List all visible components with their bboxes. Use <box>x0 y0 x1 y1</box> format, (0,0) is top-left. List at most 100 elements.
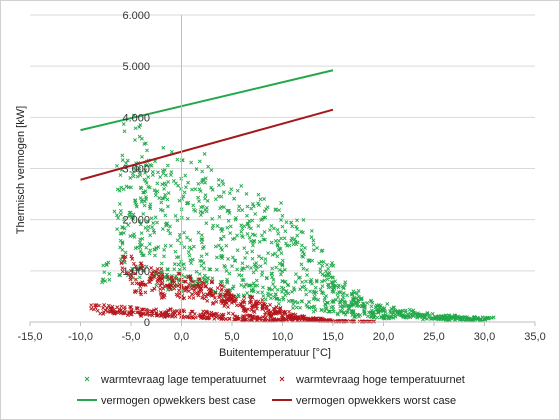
data-point <box>133 126 138 131</box>
data-point <box>214 255 219 260</box>
data-point <box>336 295 340 299</box>
series-line <box>80 69 334 132</box>
legend-x-marker <box>84 376 90 382</box>
data-point <box>320 290 324 295</box>
data-point <box>294 272 298 277</box>
data-point <box>293 280 298 284</box>
data-point <box>210 187 215 192</box>
data-point <box>277 297 282 302</box>
data-point <box>140 242 144 247</box>
data-point <box>233 217 238 222</box>
data-point <box>182 190 187 195</box>
data-point <box>202 277 207 281</box>
data-point <box>173 314 178 319</box>
data-point <box>245 250 249 255</box>
data-point <box>251 270 256 275</box>
data-point <box>379 315 383 319</box>
data-point <box>150 288 154 293</box>
data-point <box>143 141 148 146</box>
data-point <box>421 317 425 322</box>
data-point <box>221 182 226 187</box>
data-point <box>204 252 209 257</box>
data-point <box>122 311 127 316</box>
data-point <box>203 193 208 198</box>
data-point <box>121 231 126 235</box>
data-point <box>220 179 225 184</box>
data-point <box>130 171 135 176</box>
data-point <box>101 263 106 268</box>
data-point <box>148 233 153 238</box>
data-point <box>201 244 206 249</box>
data-point <box>250 256 255 261</box>
data-point <box>342 310 347 315</box>
data-point <box>139 292 144 297</box>
data-point <box>142 253 146 258</box>
data-point <box>120 266 125 271</box>
data-point <box>89 303 94 308</box>
x-tick-label: 10,0 <box>272 331 293 343</box>
data-point <box>123 254 128 259</box>
data-point <box>207 267 212 272</box>
data-point <box>172 286 177 291</box>
data-point <box>112 209 117 214</box>
data-point <box>322 278 327 283</box>
data-point <box>263 297 268 302</box>
data-point <box>198 286 203 291</box>
data-point <box>219 236 224 241</box>
data-point <box>239 283 244 288</box>
data-point <box>425 312 430 316</box>
data-point <box>133 168 138 172</box>
data-point <box>197 199 201 204</box>
data-point <box>212 296 217 300</box>
data-point <box>199 180 204 185</box>
data-point <box>194 167 199 171</box>
data-point <box>247 219 252 224</box>
data-point <box>152 230 157 235</box>
data-point <box>279 201 283 205</box>
data-point <box>169 170 174 174</box>
data-point <box>371 319 376 324</box>
data-point <box>123 250 128 255</box>
data-point <box>204 309 209 314</box>
data-point <box>138 281 143 286</box>
data-point <box>319 249 324 254</box>
data-point <box>258 264 263 269</box>
data-point <box>226 218 231 223</box>
data-point <box>350 313 355 318</box>
data-point <box>197 187 202 192</box>
data-point <box>142 268 146 273</box>
data-point <box>225 291 230 296</box>
data-point <box>141 190 146 195</box>
data-point <box>232 299 237 304</box>
data-point <box>255 318 260 323</box>
data-point <box>186 180 191 185</box>
data-point <box>263 307 268 311</box>
data-point <box>210 226 215 231</box>
data-point <box>250 249 255 254</box>
data-point <box>163 213 168 218</box>
data-point <box>179 187 183 191</box>
data-point <box>128 176 133 180</box>
data-point <box>439 316 444 321</box>
data-point <box>159 261 164 266</box>
data-point <box>280 258 285 263</box>
data-point <box>375 315 380 320</box>
data-point <box>200 210 205 215</box>
data-point <box>299 299 304 304</box>
data-point <box>196 291 200 296</box>
data-point <box>142 199 147 204</box>
data-point <box>227 271 232 276</box>
data-point <box>129 305 134 310</box>
data-point <box>151 274 156 279</box>
data-point <box>121 187 126 192</box>
data-point <box>155 181 160 186</box>
data-point <box>295 227 300 231</box>
data-point <box>329 263 334 268</box>
data-point <box>100 278 105 282</box>
data-point <box>226 296 230 301</box>
data-point <box>122 129 127 134</box>
data-point <box>436 317 441 322</box>
data-point <box>137 219 142 223</box>
legend: warmtevraag lage temperatuurnet warmtevra… <box>77 374 465 407</box>
data-point <box>198 209 203 214</box>
